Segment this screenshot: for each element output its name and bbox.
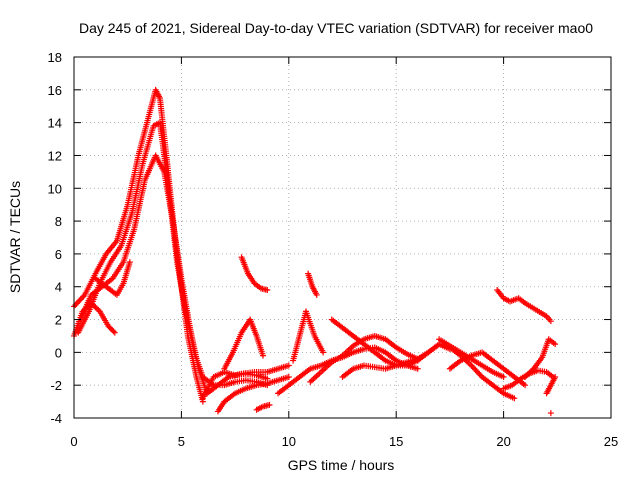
series-track-10 — [253, 401, 273, 413]
x-tick-label: 15 — [389, 434, 403, 449]
chart-title: Day 245 of 2021, Sidereal Day-to-day VTE… — [79, 20, 593, 36]
data-point — [126, 259, 133, 266]
data-point — [110, 328, 117, 335]
series-track-7 — [214, 373, 292, 415]
x-tick-label: 25 — [604, 434, 618, 449]
series-track-23 — [543, 373, 559, 397]
data-point — [111, 329, 118, 336]
y-tick-label: 12 — [48, 148, 62, 163]
series-track-20 — [494, 287, 554, 325]
data-point — [522, 382, 529, 389]
data-point — [547, 410, 554, 417]
series-track-12 — [290, 308, 327, 364]
data-point — [552, 373, 559, 380]
series-track-13 — [305, 270, 320, 298]
series-track-8 — [221, 316, 267, 372]
x-tick-label: 10 — [282, 434, 296, 449]
data-point — [264, 287, 271, 294]
series-track-18 — [436, 336, 507, 380]
y-tick-label: 4 — [55, 280, 62, 295]
y-tick-label: 8 — [55, 214, 62, 229]
y-axis-label: SDTVAR / TECUs — [7, 181, 23, 293]
data-points — [71, 86, 559, 417]
series-track-5 — [92, 259, 133, 298]
y-tick-label: 10 — [48, 181, 62, 196]
y-tick-label: 18 — [48, 50, 62, 65]
plot-frame — [73, 56, 612, 419]
data-point — [414, 365, 421, 372]
y-tick-label: 2 — [55, 313, 62, 328]
y-tick-label: 16 — [48, 83, 62, 98]
x-tick-label: 20 — [496, 434, 510, 449]
series-track-24 — [547, 410, 554, 417]
y-tick-label: 0 — [55, 345, 62, 360]
series-track-6 — [199, 369, 271, 402]
axis-ticks: -4 -2 0 2 4 6 8 10 12 14 16 18 0 5 10 15 20 25 — [48, 50, 619, 449]
y-tick-label: 14 — [48, 116, 62, 131]
data-point — [285, 373, 292, 380]
data-point — [511, 395, 518, 402]
x-axis-label: GPS time / hours — [288, 457, 395, 473]
x-tick-label: 5 — [178, 434, 185, 449]
data-point — [260, 352, 267, 359]
data-point — [266, 401, 273, 408]
series-track-22 — [522, 336, 559, 380]
y-tick-label: -4 — [50, 411, 62, 426]
data-point — [285, 362, 292, 369]
y-tick-label: 6 — [55, 247, 62, 262]
x-tick-label: 0 — [70, 434, 77, 449]
data-point — [320, 349, 327, 356]
y-tick-label: -2 — [50, 378, 62, 393]
grid-lines — [74, 57, 611, 418]
data-point — [552, 341, 559, 348]
data-point — [500, 373, 507, 380]
series-track-4 — [71, 300, 118, 339]
data-point — [547, 318, 554, 325]
data-point — [313, 291, 320, 298]
series-track-9 — [238, 254, 271, 294]
